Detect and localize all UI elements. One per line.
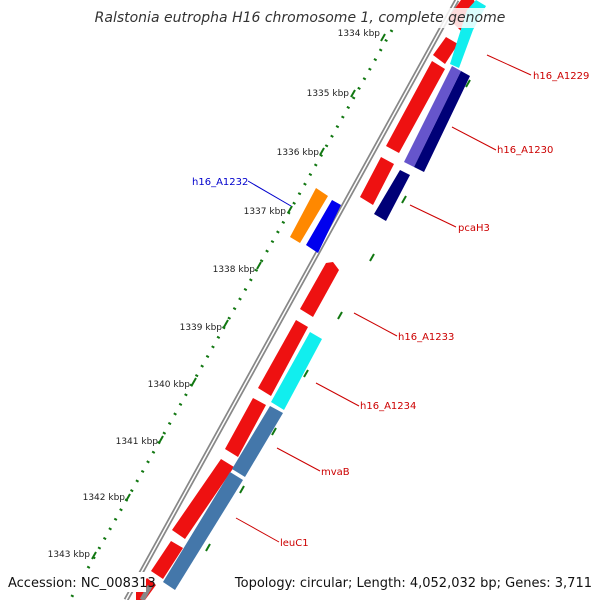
scale-label: 1341 kbp [116,437,159,447]
gene-feature[interactable] [232,406,283,477]
connector [451,126,497,151]
gene-feature[interactable] [258,320,308,396]
scale-label: 1340 kbp [148,380,191,390]
gene-labels: h16_A1229 h16_A1230 pcaH3 h16_A1232 h16_… [192,71,589,549]
gene-feature[interactable] [414,71,470,172]
gene-feature[interactable] [225,398,266,457]
gene-label-h16-a1233[interactable]: h16_A1233 [398,332,454,343]
outer-track [290,188,341,253]
track-tick [303,369,309,378]
scale-tick [380,33,386,42]
gene-label-h16-a1229[interactable]: h16_A1229 [533,71,589,82]
map-title: Ralstonia eutropha H16 chromosome 1, com… [95,10,506,26]
backbone-tail [139,584,153,600]
scale-label: 1342 kbp [83,493,126,503]
scale-label: 1336 kbp [277,148,320,158]
track-tick [401,195,407,204]
connector [315,382,360,407]
track-tick [337,311,343,320]
scale-label: 1337 kbp [244,207,287,217]
track-tick [271,427,277,436]
gene-feature[interactable] [172,459,234,539]
cds-track [136,0,476,600]
gene-feature[interactable] [300,262,339,317]
track-tick [465,79,471,88]
gene-feature[interactable] [404,66,461,167]
scale-tick [256,261,262,270]
connector [276,447,321,472]
scale-tick [191,377,197,386]
footer-accession-backing [4,572,146,592]
gene-label-h16-a1234[interactable]: h16_A1234 [360,401,416,412]
backbone-inner [125,0,458,600]
scale-label: 1343 kbp [48,550,91,560]
scale-tick [91,551,97,560]
connector [235,517,280,543]
connector [409,204,457,228]
scale-ticks: 1334 kbp 1335 kbp 1336 kbp 1337 kbp 1338… [48,29,386,560]
track-tick [369,253,375,262]
gene-feature-orange[interactable] [290,188,328,243]
scale-label: 1338 kbp [213,265,256,275]
scale-tick [287,205,293,214]
gene-feature[interactable] [374,170,410,221]
gene-label-h16-a1232[interactable]: h16_A1232 [192,177,248,188]
footer-topology: Topology: circular; Length: 4,052,032 bp… [234,576,592,591]
scale-label: 1334 kbp [338,29,381,39]
scale-tick [223,319,229,328]
connector [486,54,532,76]
gene-label-h16-a1230[interactable]: h16_A1230 [497,145,553,156]
gene-feature[interactable] [360,157,394,205]
gene-feature[interactable] [151,541,183,579]
gene-feature[interactable] [433,37,458,64]
gene-feature-blue[interactable] [306,200,341,253]
gene-feature[interactable] [386,61,445,153]
track-ticks [205,79,471,552]
scale-tick [319,147,325,156]
title-backing [96,8,504,28]
connector [353,312,398,337]
footer-topology-backing [256,572,596,592]
gene-label-pcah3[interactable]: pcaH3 [458,223,490,234]
gene-feature[interactable] [163,472,243,590]
gene-label-leuc1[interactable]: leuC1 [280,538,309,549]
scale-tick [350,89,356,98]
scale-tick [125,493,131,502]
track-tick [205,543,211,552]
gene-label-mvab[interactable]: mvaB [321,467,350,478]
label-connectors [235,54,532,543]
track-tick [239,485,245,494]
scale-ring [68,29,394,600]
gene-feature[interactable] [271,332,322,410]
footer-accession: Accession: NC_008313 [8,576,156,591]
scale-label: 1335 kbp [307,89,350,99]
connector [247,180,292,207]
scale-label: 1339 kbp [180,323,223,333]
scale-tick [158,435,164,444]
inner-track [163,0,486,590]
